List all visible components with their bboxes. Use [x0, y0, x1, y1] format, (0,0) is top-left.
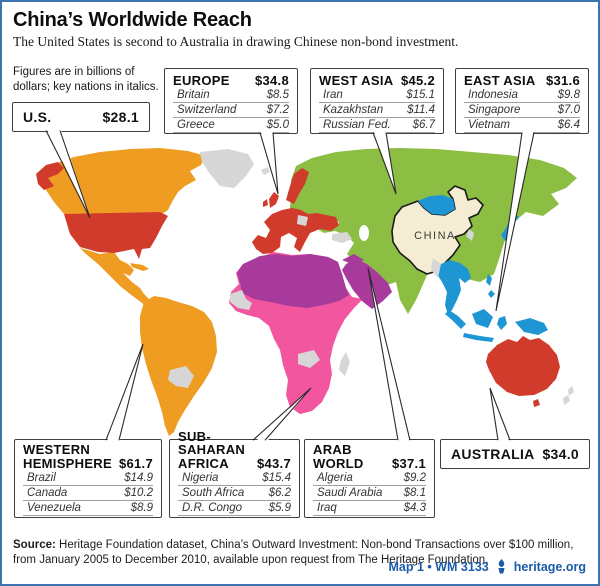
- callout-australia: AUSTRALIA $34.0: [440, 439, 590, 469]
- figures-note: Figures are in billions of dollars; key …: [13, 66, 159, 93]
- region-united-states: [64, 212, 168, 259]
- callout-header: EAST ASIA $31.6: [464, 72, 580, 88]
- list-item: Brazil $14.9: [23, 471, 153, 486]
- region-philippines: [486, 274, 492, 286]
- torch-icon: [495, 559, 508, 574]
- region-east-asia: [437, 214, 548, 342]
- region-canada: [38, 148, 206, 214]
- callout-us: U.S. $28.1: [12, 102, 150, 132]
- list-item: Canada $10.2: [23, 486, 153, 501]
- callout-europe: EUROPE $34.8 Britain $8.5 Switzerland $7.2…: [164, 68, 298, 134]
- list-item: Greece $5.0: [173, 118, 289, 133]
- heritage-link[interactable]: heritage.org: [513, 559, 586, 574]
- region-sumatra: [445, 310, 466, 329]
- region-borneo: [472, 309, 493, 328]
- callout-header: WEST ASIA $45.2: [319, 72, 435, 88]
- region-africa-nodata: [230, 290, 350, 376]
- region-china: [391, 185, 484, 275]
- page-title: China’s Worldwide Reach: [13, 9, 252, 31]
- region-java: [463, 333, 494, 342]
- region-europe: [252, 168, 339, 254]
- list-item: Singapore $7.0: [464, 103, 580, 118]
- region-greenland: [200, 149, 254, 188]
- region-value: $28.1: [102, 109, 139, 125]
- region-tasmania: [533, 399, 540, 407]
- callout-header: WESTERN HEMISPHERE $61.7: [23, 442, 153, 471]
- callout-sub-saharan-africa: SUB-SAHARAN AFRICA $43.7 Nigeria $15.4 So…: [169, 428, 300, 518]
- region-indochina: [437, 260, 471, 315]
- list-item: Russian Fed. $6.7: [319, 118, 435, 133]
- region-south-america: [140, 296, 217, 436]
- map-reference: Map 1 • WM 3133: [388, 559, 489, 574]
- list-item: South Africa $6.2: [178, 486, 291, 501]
- region-new-zealand: [563, 386, 574, 405]
- page-subtitle: The United States is second to Australia…: [13, 34, 459, 49]
- region-korea: [466, 229, 474, 241]
- china-label: CHINA: [414, 230, 456, 242]
- list-item: D.R. Congo $5.9: [178, 501, 291, 516]
- region-turkey: [332, 232, 352, 243]
- list-item: Iraq $4.3: [313, 501, 426, 516]
- list-item: Algeria $9.2: [313, 471, 426, 486]
- region-madagascar: [339, 352, 350, 376]
- region-name: U.S.: [23, 109, 52, 125]
- region-new-guinea: [515, 318, 548, 335]
- source-label: Source:: [13, 538, 56, 551]
- list-item: Kazakhstan $11.4: [319, 103, 435, 118]
- callout-western-hemisphere: WESTERN HEMISPHERE $61.7 Brazil $14.9 Can…: [14, 439, 162, 518]
- source-text: Heritage Foundation dataset, China’s Out…: [13, 538, 574, 566]
- list-item: Nigeria $15.4: [178, 471, 291, 486]
- list-item: Switzerland $7.2: [173, 103, 289, 118]
- callout-header: SUB-SAHARAN AFRICA $43.7: [178, 428, 291, 471]
- region-mexico-central-america: [80, 248, 150, 306]
- list-item: Iran $15.1: [319, 88, 435, 103]
- source-note: Source: Heritage Foundation dataset, Chi…: [2, 534, 598, 568]
- callout-header: ARAB WORLD $37.1: [313, 442, 426, 471]
- list-item: Britain $8.5: [173, 88, 289, 103]
- region-western-hemisphere: [38, 148, 217, 436]
- footer: Map 1 • WM 3133 heritage.org: [388, 559, 586, 574]
- caspian-sea: [359, 225, 369, 241]
- callout-header: EUROPE $34.8: [173, 72, 289, 88]
- region-myanmar: [431, 258, 441, 278]
- region-mongolia: [418, 195, 455, 215]
- region-south-america-nodata: [168, 366, 194, 388]
- list-item: Venezuela $8.9: [23, 501, 153, 516]
- list-item: Indonesia $9.8: [464, 88, 580, 103]
- callout-east-asia: EAST ASIA $31.6 Indonesia $9.8 Singapore $…: [455, 68, 589, 134]
- region-australia: [486, 336, 560, 407]
- region-taiwan: [456, 265, 462, 272]
- callout-arab-world: ARAB WORLD $37.1 Algeria $9.2 Saudi Arabi…: [304, 439, 435, 518]
- region-cuba: [130, 263, 149, 271]
- list-item: Vietnam $6.4: [464, 118, 580, 133]
- list-item: Saudi Arabia $8.1: [313, 486, 426, 501]
- callout-west-asia: WEST ASIA $45.2 Iran $15.1 Kazakhstan $11.…: [310, 68, 444, 134]
